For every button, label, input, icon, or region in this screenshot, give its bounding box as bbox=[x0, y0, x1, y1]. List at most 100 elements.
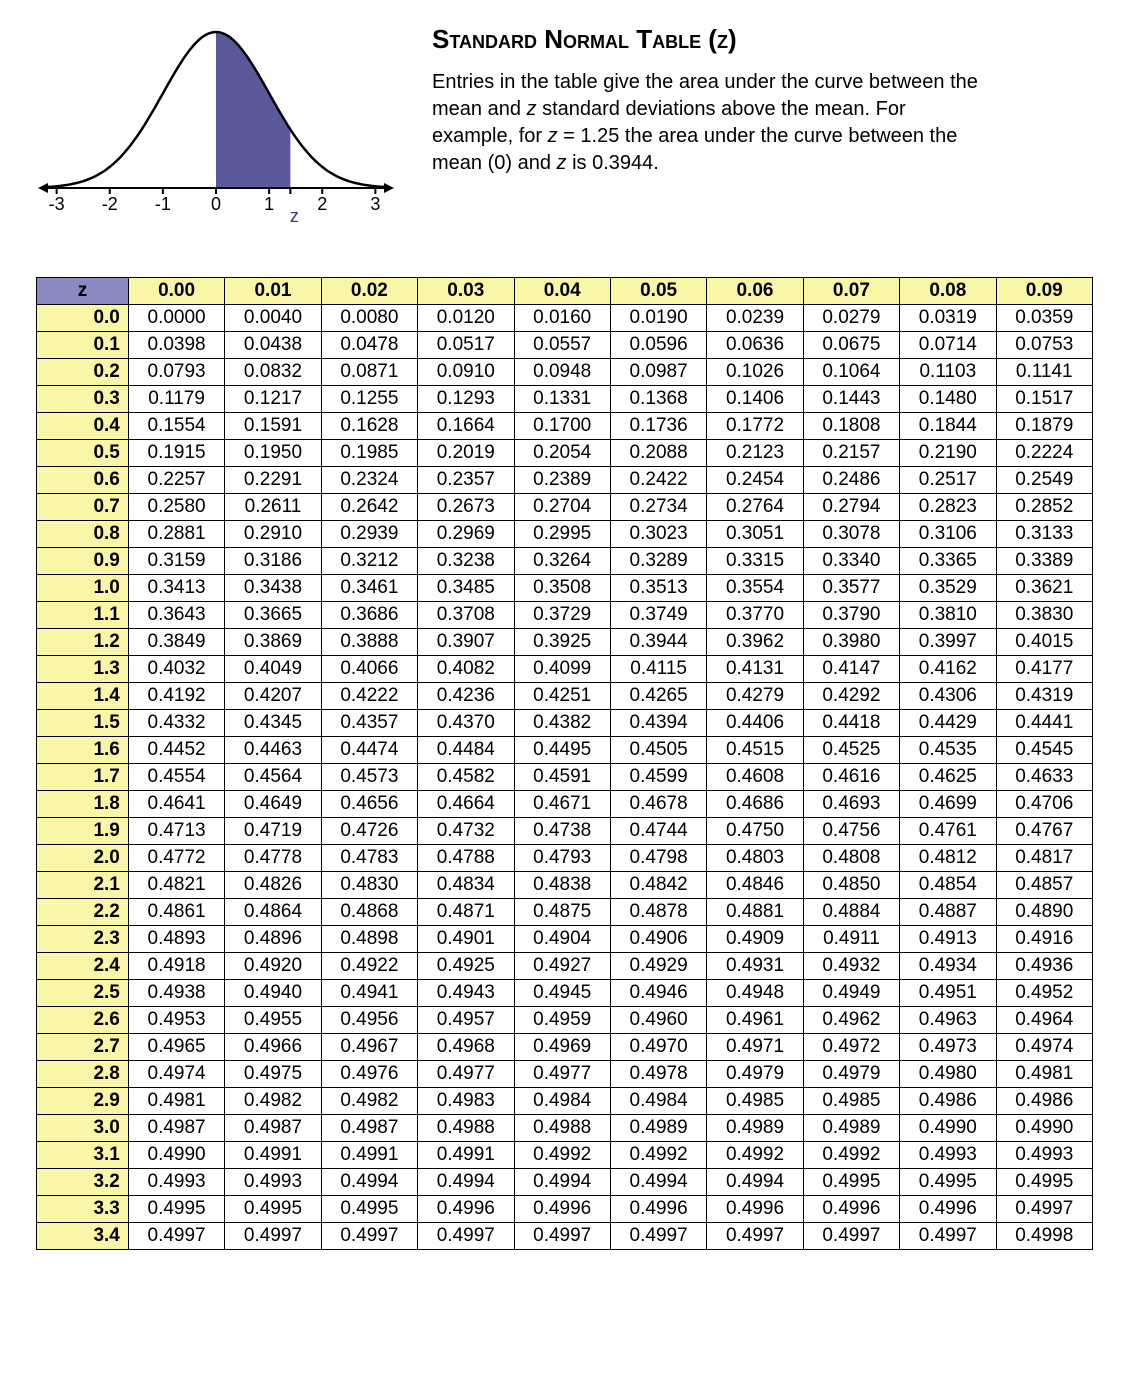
table-cell: 0.4147 bbox=[803, 656, 899, 683]
axis-tick-label: 2 bbox=[317, 194, 327, 214]
table-row-header: 3.4 bbox=[37, 1223, 129, 1250]
table-row: 0.80.28810.29100.29390.29690.29950.30230… bbox=[37, 521, 1093, 548]
table-cell: 0.4920 bbox=[225, 953, 321, 980]
table-cell: 0.3106 bbox=[900, 521, 996, 548]
table-cell: 0.4887 bbox=[900, 899, 996, 926]
table-cell: 0.3849 bbox=[128, 629, 224, 656]
table-cell: 0.4964 bbox=[996, 1007, 1092, 1034]
table-cell: 0.0359 bbox=[996, 305, 1092, 332]
table-cell: 0.4911 bbox=[803, 926, 899, 953]
table-col-header: 0.05 bbox=[610, 278, 706, 305]
table-cell: 0.0910 bbox=[418, 359, 514, 386]
table-row-header: 2.6 bbox=[37, 1007, 129, 1034]
table-cell: 0.0000 bbox=[128, 305, 224, 332]
table-cell: 0.0160 bbox=[514, 305, 610, 332]
axis-tick-label: 1 bbox=[264, 194, 274, 214]
table-cell: 0.4573 bbox=[321, 764, 417, 791]
table-cell: 0.2642 bbox=[321, 494, 417, 521]
table-cell: 0.4099 bbox=[514, 656, 610, 683]
table-cell: 0.4793 bbox=[514, 845, 610, 872]
table-cell: 0.1141 bbox=[996, 359, 1092, 386]
table-cell: 0.4989 bbox=[803, 1115, 899, 1142]
table-cell: 0.4868 bbox=[321, 899, 417, 926]
table-cell: 0.4961 bbox=[707, 1007, 803, 1034]
table-cell: 0.3315 bbox=[707, 548, 803, 575]
table-cell: 0.4382 bbox=[514, 710, 610, 737]
table-cell: 0.4767 bbox=[996, 818, 1092, 845]
table-cell: 0.3554 bbox=[707, 575, 803, 602]
table-cell: 0.4973 bbox=[900, 1034, 996, 1061]
table-cell: 0.4995 bbox=[803, 1169, 899, 1196]
table-cell: 0.2823 bbox=[900, 494, 996, 521]
table-cell: 0.4838 bbox=[514, 872, 610, 899]
table-row: 0.40.15540.15910.16280.16640.17000.17360… bbox=[37, 413, 1093, 440]
table-cell: 0.4909 bbox=[707, 926, 803, 953]
table-row: 0.30.11790.12170.12550.12930.13310.13680… bbox=[37, 386, 1093, 413]
table-cell: 0.0398 bbox=[128, 332, 224, 359]
table-cell: 0.1628 bbox=[321, 413, 417, 440]
table-cell: 0.4995 bbox=[128, 1196, 224, 1223]
table-cell: 0.4082 bbox=[418, 656, 514, 683]
table-row: 1.80.46410.46490.46560.46640.46710.46780… bbox=[37, 791, 1093, 818]
table-row-header: 0.8 bbox=[37, 521, 129, 548]
table-cell: 0.3438 bbox=[225, 575, 321, 602]
table-cell: 0.4678 bbox=[610, 791, 706, 818]
table-cell: 0.4901 bbox=[418, 926, 514, 953]
table-cell: 0.4988 bbox=[418, 1115, 514, 1142]
table-row: 1.10.36430.36650.36860.37080.37290.37490… bbox=[37, 602, 1093, 629]
table-col-header: 0.03 bbox=[418, 278, 514, 305]
table-row-header: 3.0 bbox=[37, 1115, 129, 1142]
table-row-header: 1.7 bbox=[37, 764, 129, 791]
table-cell: 0.4474 bbox=[321, 737, 417, 764]
table-row-header: 2.4 bbox=[37, 953, 129, 980]
table-cell: 0.4625 bbox=[900, 764, 996, 791]
table-cell: 0.4756 bbox=[803, 818, 899, 845]
table-cell: 0.4940 bbox=[225, 980, 321, 1007]
table-cell: 0.2257 bbox=[128, 467, 224, 494]
table-row-header: 3.2 bbox=[37, 1169, 129, 1196]
table-cell: 0.4656 bbox=[321, 791, 417, 818]
table-cell: 0.2580 bbox=[128, 494, 224, 521]
table-cell: 0.4985 bbox=[803, 1088, 899, 1115]
table-cell: 0.3643 bbox=[128, 602, 224, 629]
table-cell: 0.1664 bbox=[418, 413, 514, 440]
table-cell: 0.0636 bbox=[707, 332, 803, 359]
table-row-header: 2.0 bbox=[37, 845, 129, 872]
table-row: 2.00.47720.47780.47830.47880.47930.47980… bbox=[37, 845, 1093, 872]
table-cell: 0.4976 bbox=[321, 1061, 417, 1088]
table-row-header: 1.5 bbox=[37, 710, 129, 737]
table-cell: 0.3729 bbox=[514, 602, 610, 629]
table-cell: 0.1293 bbox=[418, 386, 514, 413]
table-cell: 0.3529 bbox=[900, 575, 996, 602]
table-cell: 0.4997 bbox=[900, 1223, 996, 1250]
table-cell: 0.4545 bbox=[996, 737, 1092, 764]
axis-tick-label: 3 bbox=[370, 194, 380, 214]
table-cell: 0.4452 bbox=[128, 737, 224, 764]
table-cell: 0.4898 bbox=[321, 926, 417, 953]
table-cell: 0.3997 bbox=[900, 629, 996, 656]
table-cell: 0.3365 bbox=[900, 548, 996, 575]
table-cell: 0.1103 bbox=[900, 359, 996, 386]
table-cell: 0.3869 bbox=[225, 629, 321, 656]
table-cell: 0.4936 bbox=[996, 953, 1092, 980]
table-cell: 0.4983 bbox=[418, 1088, 514, 1115]
table-cell: 0.4953 bbox=[128, 1007, 224, 1034]
table-cell: 0.4960 bbox=[610, 1007, 706, 1034]
table-cell: 0.3925 bbox=[514, 629, 610, 656]
table-cell: 0.1217 bbox=[225, 386, 321, 413]
table-cell: 0.4987 bbox=[225, 1115, 321, 1142]
table-col-header: 0.04 bbox=[514, 278, 610, 305]
table-cell: 0.4994 bbox=[418, 1169, 514, 1196]
table-cell: 0.4115 bbox=[610, 656, 706, 683]
table-cell: 0.4965 bbox=[128, 1034, 224, 1061]
table-cell: 0.4772 bbox=[128, 845, 224, 872]
table-cell: 0.4505 bbox=[610, 737, 706, 764]
table-cell: 0.4846 bbox=[707, 872, 803, 899]
table-cell: 0.3686 bbox=[321, 602, 417, 629]
table-cell: 0.4943 bbox=[418, 980, 514, 1007]
table-cell: 0.1736 bbox=[610, 413, 706, 440]
table-cell: 0.4990 bbox=[128, 1142, 224, 1169]
table-cell: 0.4996 bbox=[803, 1196, 899, 1223]
table-cell: 0.4177 bbox=[996, 656, 1092, 683]
table-cell: 0.3264 bbox=[514, 548, 610, 575]
